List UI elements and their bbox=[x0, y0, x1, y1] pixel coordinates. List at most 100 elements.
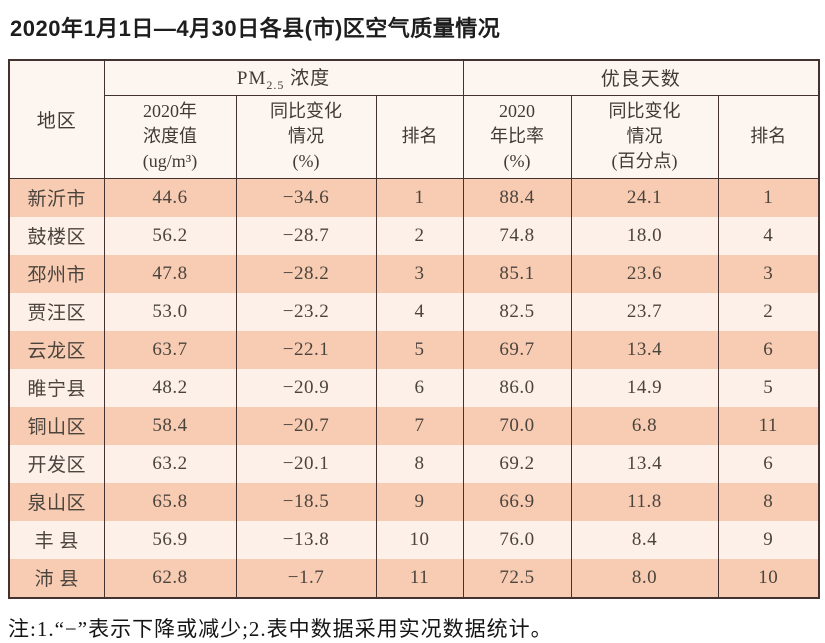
table-row: 泉山区 65.8 −18.5 9 66.9 11.8 8 bbox=[8, 482, 820, 521]
pm-value-cell: 47.8 bbox=[103, 254, 237, 293]
days-ratio-cell: 72.5 bbox=[462, 558, 572, 598]
pm25-label-subscript: 2.5 bbox=[266, 77, 285, 92]
days-rank-cell: 3 bbox=[717, 254, 820, 293]
pm25-label-suffix: 浓度 bbox=[284, 67, 331, 89]
days-change-cell: 23.6 bbox=[570, 254, 719, 293]
page-title: 2020年1月1日—4月30日各县(市)区空气质量情况 bbox=[10, 16, 501, 41]
pm-value-cell: 56.9 bbox=[103, 520, 237, 559]
days-ratio-cell: 69.7 bbox=[462, 330, 572, 369]
pm-rank-cell: 7 bbox=[375, 406, 464, 445]
table-row: 铜山区 58.4 −20.7 7 70.0 6.8 11 bbox=[8, 406, 820, 445]
days-change-cell: 23.7 bbox=[570, 292, 719, 331]
pm-change-cell: −34.6 bbox=[235, 178, 377, 217]
days-change-cell: 6.8 bbox=[570, 406, 719, 445]
days-change-column-header: 同比变化 情况 (百分点) bbox=[570, 94, 719, 179]
good-days-group-header: 优良天数 bbox=[462, 59, 820, 96]
header-sub-row: 2020年 浓度值 (ug/m³) 同比变化 情况 (%) 排名 2020 年比… bbox=[9, 94, 820, 179]
table-row: 鼓楼区 56.2 −28.7 2 74.8 18.0 4 bbox=[8, 216, 820, 255]
pm-value-cell: 63.7 bbox=[103, 330, 237, 369]
region-cell: 贾汪区 bbox=[8, 292, 105, 331]
region-cell: 鼓楼区 bbox=[8, 216, 105, 255]
pm-rank-cell: 4 bbox=[375, 292, 464, 331]
pm-change-column-header: 同比变化 情况 (%) bbox=[235, 94, 377, 179]
pm-value-cell: 65.8 bbox=[103, 482, 237, 521]
days-rank-cell: 6 bbox=[717, 330, 820, 369]
table-body: 新沂市 44.6 −34.6 1 88.4 24.1 1 鼓楼区 56.2 −2… bbox=[8, 178, 820, 598]
days-rank-cell: 1 bbox=[717, 178, 820, 217]
days-ratio-cell: 66.9 bbox=[462, 482, 572, 521]
days-rank-cell: 10 bbox=[717, 558, 820, 598]
days-rank-cell: 9 bbox=[717, 520, 820, 559]
pm-change-cell: −18.5 bbox=[235, 482, 377, 521]
pm-change-cell: −23.2 bbox=[235, 292, 377, 331]
pm-change-cell: −1.7 bbox=[235, 558, 377, 598]
table-row: 贾汪区 53.0 −23.2 4 82.5 23.7 2 bbox=[8, 292, 820, 331]
days-rank-cell: 5 bbox=[717, 368, 820, 407]
region-cell: 铜山区 bbox=[8, 406, 105, 445]
days-ratio-cell: 85.1 bbox=[462, 254, 572, 293]
pm-value-cell: 58.4 bbox=[103, 406, 237, 445]
pm-rank-cell: 6 bbox=[375, 368, 464, 407]
days-ratio-cell: 74.8 bbox=[462, 216, 572, 255]
days-change-cell: 13.4 bbox=[570, 444, 719, 483]
days-rank-column-header: 排名 bbox=[717, 94, 820, 179]
days-rank-cell: 4 bbox=[717, 216, 820, 255]
days-change-cell: 11.8 bbox=[570, 482, 719, 521]
air-quality-table: 地区 PM2.5 浓度 优良天数 2020年 浓度值 (ug/m³) 同比变化 … bbox=[8, 59, 821, 599]
region-cell: 新沂市 bbox=[8, 178, 105, 217]
pm-change-cell: −20.1 bbox=[235, 444, 377, 483]
pm-value-cell: 63.2 bbox=[103, 444, 237, 483]
pm-change-cell: −20.9 bbox=[235, 368, 377, 407]
pm-rank-cell: 8 bbox=[375, 444, 464, 483]
table-row: 邳州市 47.8 −28.2 3 85.1 23.6 3 bbox=[8, 254, 820, 293]
days-ratio-cell: 82.5 bbox=[462, 292, 572, 331]
region-cell: 开发区 bbox=[8, 444, 105, 483]
days-ratio-cell: 69.2 bbox=[462, 444, 572, 483]
footnote: 注:1.“−”表示下降或减少;2.表中数据采用实况数据统计。 bbox=[8, 616, 553, 641]
pm-rank-cell: 5 bbox=[375, 330, 464, 369]
table-row: 新沂市 44.6 −34.6 1 88.4 24.1 1 bbox=[8, 178, 820, 217]
days-ratio-cell: 76.0 bbox=[462, 520, 572, 559]
region-cell: 泉山区 bbox=[8, 482, 105, 521]
pm-change-cell: −28.2 bbox=[235, 254, 377, 293]
table-row: 睢宁县 48.2 −20.9 6 86.0 14.9 5 bbox=[8, 368, 820, 407]
days-change-cell: 14.9 bbox=[570, 368, 719, 407]
pm-value-cell: 53.0 bbox=[103, 292, 237, 331]
pm-change-cell: −13.8 bbox=[235, 520, 377, 559]
days-change-cell: 8.4 bbox=[570, 520, 719, 559]
region-cell: 沛 县 bbox=[8, 558, 105, 598]
pm25-group-header: PM2.5 浓度 bbox=[103, 59, 464, 96]
region-cell: 睢宁县 bbox=[8, 368, 105, 407]
pm-value-column-header: 2020年 浓度值 (ug/m³) bbox=[103, 94, 237, 179]
table-row: 云龙区 63.7 −22.1 5 69.7 13.4 6 bbox=[8, 330, 820, 369]
days-rank-cell: 2 bbox=[717, 292, 820, 331]
table-row: 开发区 63.2 −20.1 8 69.2 13.4 6 bbox=[8, 444, 820, 483]
pm-value-cell: 62.8 bbox=[103, 558, 237, 598]
pm-change-cell: −22.1 bbox=[235, 330, 377, 369]
header-group-row: 地区 PM2.5 浓度 优良天数 bbox=[8, 59, 820, 179]
days-ratio-column-header: 2020 年比率 (%) bbox=[462, 94, 572, 179]
pm-rank-cell: 11 bbox=[375, 558, 464, 598]
pm-rank-column-header: 排名 bbox=[375, 94, 464, 179]
days-change-cell: 24.1 bbox=[570, 178, 719, 217]
pm-rank-cell: 2 bbox=[375, 216, 464, 255]
pm-change-cell: −20.7 bbox=[235, 406, 377, 445]
pm-value-cell: 48.2 bbox=[103, 368, 237, 407]
pm-rank-cell: 3 bbox=[375, 254, 464, 293]
days-ratio-cell: 70.0 bbox=[462, 406, 572, 445]
days-change-cell: 13.4 bbox=[570, 330, 719, 369]
pm-change-cell: −28.7 bbox=[235, 216, 377, 255]
pm-value-cell: 56.2 bbox=[103, 216, 237, 255]
pm-rank-cell: 1 bbox=[375, 178, 464, 217]
region-cell: 丰 县 bbox=[8, 520, 105, 559]
region-cell: 云龙区 bbox=[8, 330, 105, 369]
pm25-label-prefix: PM bbox=[236, 67, 267, 89]
region-cell: 邳州市 bbox=[8, 254, 105, 293]
region-column-header: 地区 bbox=[8, 59, 105, 179]
days-change-cell: 8.0 bbox=[570, 558, 719, 598]
table-header: 地区 PM2.5 浓度 优良天数 2020年 浓度值 (ug/m³) 同比变化 … bbox=[8, 59, 820, 179]
days-ratio-cell: 88.4 bbox=[462, 178, 572, 217]
days-change-cell: 18.0 bbox=[570, 216, 719, 255]
pm-value-cell: 44.6 bbox=[103, 178, 237, 217]
table-row: 沛 县 62.8 −1.7 11 72.5 8.0 10 bbox=[8, 558, 820, 598]
